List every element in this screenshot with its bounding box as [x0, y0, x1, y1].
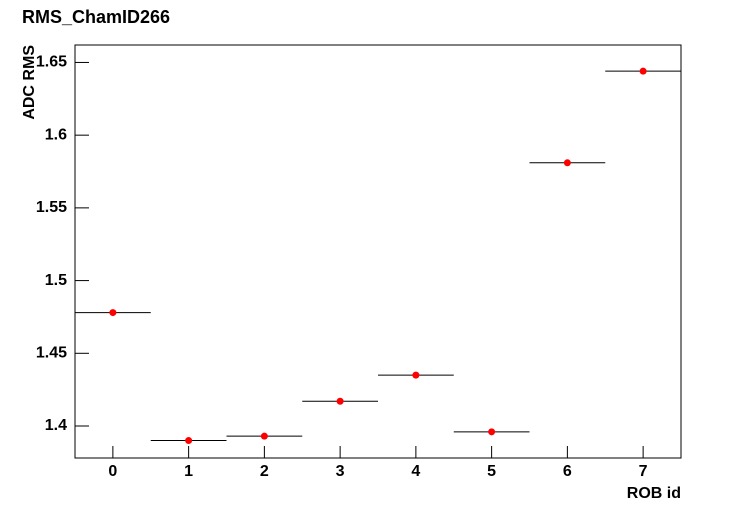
point	[563, 159, 571, 167]
chart-title: RMS_ChamID266	[22, 7, 170, 27]
point	[185, 437, 193, 445]
plot-frame	[74, 44, 682, 459]
x-tick-label: 0	[108, 463, 117, 480]
y-tick-label: 1.55	[36, 199, 67, 216]
y-tick-label: 1.4	[45, 417, 67, 434]
y-tick-label: 1.5	[45, 272, 67, 289]
x-tick-label: 3	[336, 463, 345, 480]
x-tick-label: 4	[411, 463, 420, 480]
point	[412, 371, 420, 379]
y-tick-label: 1.45	[36, 345, 67, 362]
x-tick-label: 7	[639, 463, 648, 480]
y-tick-label: 1.65	[36, 54, 67, 71]
x-tick-label: 6	[563, 463, 572, 480]
x-tick-label: 1	[184, 463, 193, 480]
x-tick-label: 2	[260, 463, 269, 480]
x-tick-label: 5	[487, 463, 496, 480]
x-axis-label: ROB id	[627, 485, 681, 502]
y-tick-label: 1.6	[45, 126, 67, 143]
point	[488, 428, 496, 436]
point	[260, 432, 268, 440]
point	[336, 397, 344, 405]
point	[639, 67, 647, 75]
y-axis-label: ADC RMS	[21, 45, 38, 120]
point	[109, 309, 117, 317]
